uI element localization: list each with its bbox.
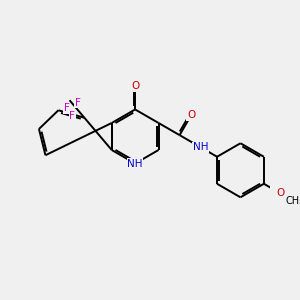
- Text: F: F: [75, 98, 81, 108]
- Text: NH: NH: [128, 158, 143, 169]
- Text: CH₃: CH₃: [285, 196, 300, 206]
- Text: F: F: [69, 111, 75, 122]
- Text: O: O: [187, 110, 195, 120]
- Text: NH: NH: [193, 142, 208, 152]
- Text: O: O: [131, 82, 139, 92]
- Text: O: O: [276, 188, 284, 198]
- Text: F: F: [64, 103, 70, 113]
